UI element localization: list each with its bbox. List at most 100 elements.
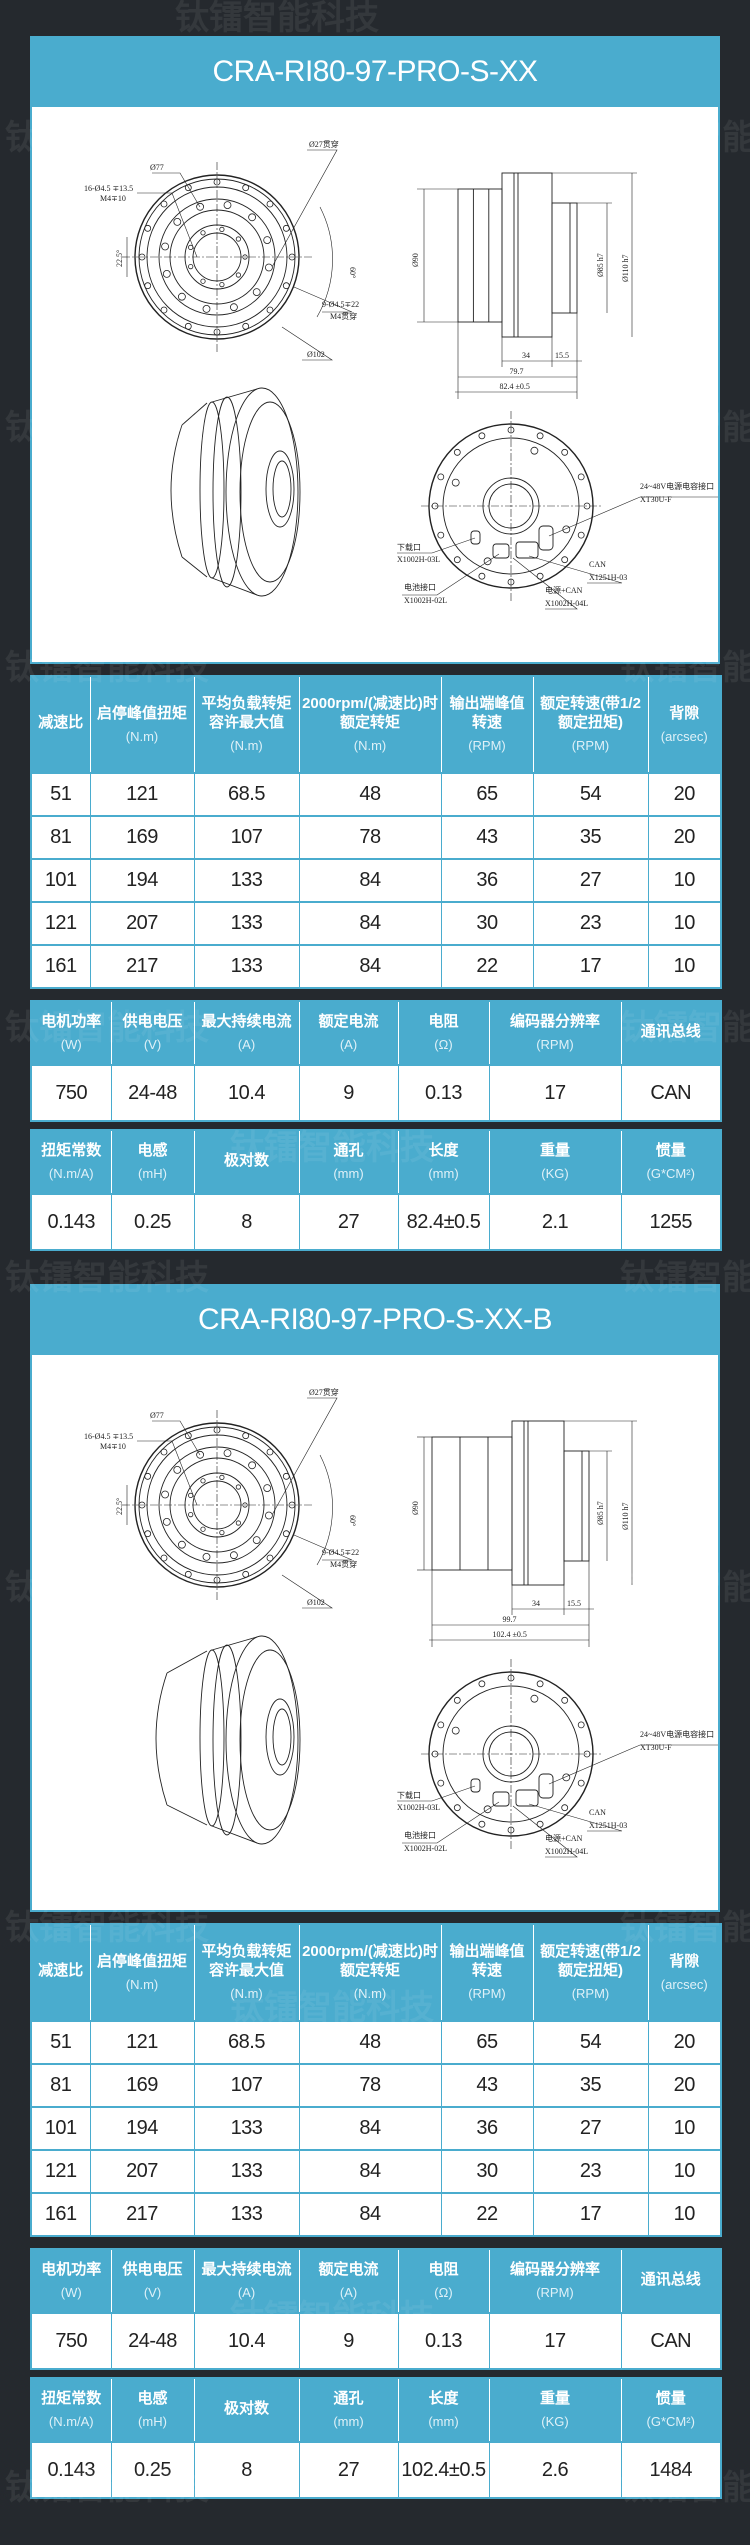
column-label: 扭矩常数 <box>41 2390 102 2407</box>
table-row: 101 194 133 84 36 27 10 <box>31 858 721 902</box>
column-header: 供电电压 (V) <box>110 1001 194 1065</box>
column-label: 极对数 <box>223 1151 269 1169</box>
column-header: 减速比 <box>31 1924 90 2021</box>
table-cell: 24-48 <box>110 2312 194 2369</box>
drawing-label: Ø90 <box>411 1501 420 1515</box>
table-cell: 0.25 <box>110 2441 194 2498</box>
column-label: 供电电压 <box>122 1013 183 1030</box>
column-label: 极对数 <box>223 2399 269 2417</box>
table-cell: 169 <box>89 2063 194 2107</box>
table-header-row: 电机功率 (W) 供电电压 (V) 最大持续电流 (A) 额定电流 (A) 电阻 (Ω) 编码器分辨… <box>31 1001 721 1065</box>
rear-view-drawing <box>397 1659 718 1858</box>
table-cell: 10.4 <box>193 2312 299 2369</box>
table-row: 101 194 133 84 36 27 10 <box>31 2106 721 2150</box>
table-cell: 20 <box>647 772 721 816</box>
column-header: 电机功率 (W) <box>31 2249 111 2313</box>
table-cell: 35 <box>532 2063 648 2107</box>
column-label: 供电电压 <box>122 2261 183 2278</box>
product-section: CRA-RI80-97-PRO-S-XX-B Ø77 16-Ø4.5 ∓13.5 M4… <box>30 1284 722 2499</box>
drawing-label: 16-Ø4.5 ∓13.5 <box>84 1432 133 1441</box>
table-cell: 133 <box>193 858 299 902</box>
table-row: 0.143 0.25 8 27 82.4±0.5 2.1 1255 <box>31 1193 721 1250</box>
column-header: 通讯总线 <box>620 2249 721 2313</box>
table-cell: 8 <box>193 1193 299 1250</box>
column-header: 电阻 (Ω) <box>397 1001 489 1065</box>
column-label: 惯量 <box>655 1142 686 1159</box>
table-cell: 0.143 <box>31 2441 111 2498</box>
drawing-label: X1002H-04L <box>545 1847 588 1856</box>
table-cell: 0.143 <box>31 1193 111 1250</box>
drawing-label: XT30U-F <box>640 1743 672 1752</box>
table-cell: 78 <box>298 815 441 859</box>
reducer-spec-table: 减速比 启停峰值扭矩 (N.m) 平均负载转矩容许最大值 (N.m) 2000rpm/(减… <box>30 1923 722 2237</box>
column-header: 电感 (mH) <box>110 2378 194 2442</box>
table-cell: 68.5 <box>193 2020 299 2064</box>
column-unit: (RPM) <box>571 1986 610 2001</box>
drawing-label: 15.5 <box>567 1599 581 1608</box>
column-unit: (Ω) <box>434 1037 453 1052</box>
drawing-label: 79.7 <box>510 367 524 376</box>
drawing-label: Ø27贯穿 <box>309 1387 339 1397</box>
column-label: 背隙 <box>669 1952 700 1970</box>
drawing-label: 电源+CAN <box>545 585 583 595</box>
column-header: 背隙 (arcsec) <box>647 1924 721 2021</box>
column-unit: (A) <box>339 1037 358 1052</box>
column-unit: (mm) <box>333 2414 364 2429</box>
drawing-label: X1002H-02L <box>404 596 447 605</box>
table-cell: 20 <box>647 2020 721 2064</box>
column-header: 极对数 <box>193 1130 299 1194</box>
side-view-drawing <box>417 1420 637 1647</box>
table-cell: 750 <box>31 1064 111 1121</box>
drawing-label: 102.4 ±0.5 <box>493 1630 527 1639</box>
drawing-label: 电池接口 <box>404 582 436 592</box>
table-cell: 81 <box>31 2063 90 2107</box>
table-cell: CAN <box>620 2312 721 2369</box>
column-label: 编码器分辨率 <box>509 2261 600 2278</box>
column-label: 通讯总线 <box>640 2270 701 2288</box>
column-header: 输出端峰值转速 (RPM) <box>440 676 533 773</box>
table-cell: 194 <box>89 858 194 902</box>
column-header: 重量 (KG) <box>488 1130 621 1194</box>
column-unit: (V) <box>143 2285 162 2300</box>
column-header: 平均负载转矩容许最大值 (N.m) <box>193 676 299 773</box>
technical-drawing: Ø77 16-Ø4.5 ∓13.5M4∓10 Ø27贯穿 60° 22.5° 9-Ø4.5… <box>84 139 718 610</box>
table-cell: 133 <box>193 944 299 988</box>
table-row: 81 169 107 78 43 35 20 <box>31 815 721 859</box>
rear-view-drawing <box>397 411 718 610</box>
drawing-label: 99.7 <box>503 1615 517 1624</box>
table-cell: 121 <box>89 2020 194 2064</box>
table-cell: 48 <box>298 2020 441 2064</box>
column-unit: (N.m/A) <box>48 2414 94 2429</box>
table-cell: 169 <box>89 815 194 859</box>
drawing-label: Ø85 h7 <box>596 253 605 277</box>
column-unit: (N.m/A) <box>48 1166 94 1181</box>
column-label: 减速比 <box>38 1962 84 1979</box>
table-cell: 17 <box>488 1064 621 1121</box>
column-header: 扭矩常数 (N.m/A) <box>31 2378 111 2442</box>
column-label: 平均负载转矩容许最大值 <box>201 695 292 731</box>
drawing-label: M4贯穿 <box>330 311 357 321</box>
column-header: 编码器分辨率 (RPM) <box>488 2249 621 2313</box>
physical-spec-table: 扭矩常数 (N.m/A) 电感 (mH) 极对数 通孔 (mm) 长度 (mm) 重量 (KG) 惯量… <box>30 1129 722 1251</box>
column-unit: (V) <box>143 1037 162 1052</box>
table-cell: 17 <box>532 2192 648 2236</box>
drawing-label: M4贯穿 <box>330 1559 357 1569</box>
table-row: 121 207 133 84 30 23 10 <box>31 2149 721 2193</box>
table-header-row: 电机功率 (W) 供电电压 (V) 最大持续电流 (A) 额定电流 (A) 电阻 (Ω) 编码器分辨… <box>31 2249 721 2313</box>
table-cell: 10 <box>647 858 721 902</box>
table-cell: 10.4 <box>193 1064 299 1121</box>
column-unit: (KG) <box>541 2414 569 2429</box>
column-header: 2000rpm/(减速比)时额定转矩 (N.m) <box>298 1924 441 2021</box>
table-cell: 36 <box>440 2106 533 2150</box>
table-cell: 0.25 <box>110 1193 194 1250</box>
table-row: 750 24-48 10.4 9 0.13 17 CAN <box>31 2312 721 2369</box>
column-header: 编码器分辨率 (RPM) <box>488 1001 621 1065</box>
table-cell: 23 <box>532 2149 648 2193</box>
table-header-row: 减速比 启停峰值扭矩 (N.m) 平均负载转矩容许最大值 (N.m) 2000rpm/(减… <box>31 676 721 773</box>
table-cell: 101 <box>31 858 90 902</box>
drawing-label: Ø77 <box>150 1411 164 1420</box>
table-cell: 20 <box>647 815 721 859</box>
table-cell: 102.4±0.5 <box>397 2441 489 2498</box>
table-cell: 22 <box>440 2192 533 2236</box>
column-unit: (RPM) <box>468 1986 506 2001</box>
